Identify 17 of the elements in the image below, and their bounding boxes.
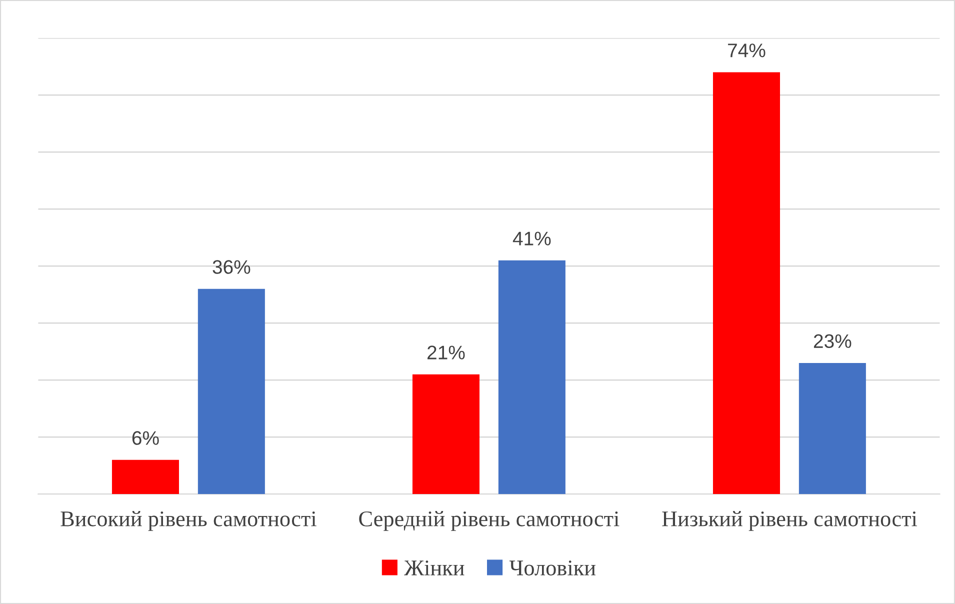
data-label: 6% [132,431,159,445]
bar [112,460,179,494]
data-label: 74% [728,44,766,58]
data-label: 36% [212,260,250,274]
bar [498,260,566,494]
bar [412,374,480,494]
x-tick-label: Низький рівень самотності [662,510,918,531]
x-tick-label: Високий рівень самотності [60,510,316,531]
bar [198,288,265,494]
data-label: 21% [428,346,465,360]
legend-label: Жінки [404,560,464,576]
legend-label: Чоловіки [509,560,596,576]
bar [798,362,866,494]
bar [712,72,780,494]
data-label: 41% [512,232,551,246]
x-tick-label: Середній рівень самотності [359,510,620,531]
data-label: 23% [814,334,852,348]
